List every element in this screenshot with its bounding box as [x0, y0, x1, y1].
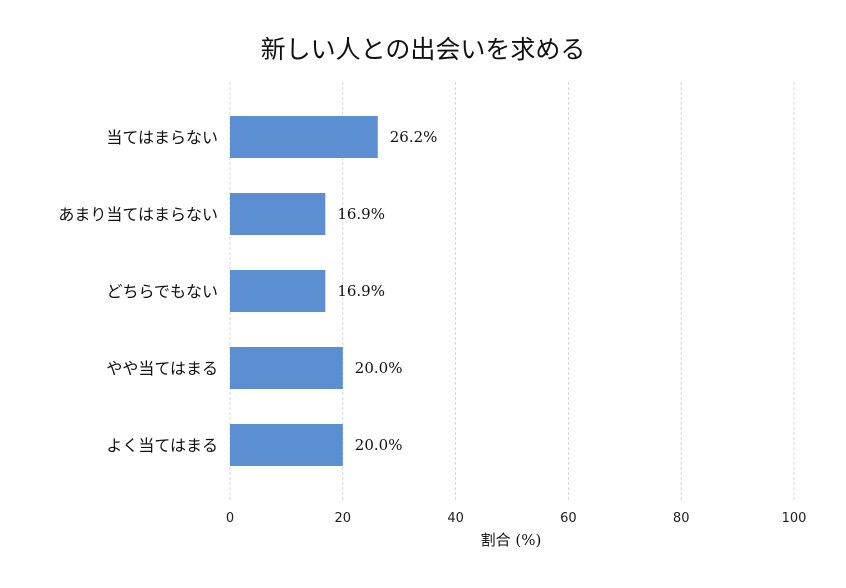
- x-tick-label-40: 40: [447, 511, 464, 526]
- category-label-2: あまり当てはまらない: [58, 205, 218, 224]
- category-label-4: やや当てはまる: [106, 359, 218, 378]
- bar-2: [230, 193, 326, 235]
- value-label-1: 26.2%: [390, 128, 438, 146]
- category-label-1: 当てはまらない: [106, 128, 218, 147]
- x-tick-label-100: 100: [782, 511, 807, 526]
- chart-title: 新しい人との出会いを求める: [260, 35, 586, 64]
- bar-3: [230, 270, 326, 312]
- value-label-5: 20.0%: [355, 436, 403, 454]
- bars: [230, 116, 378, 466]
- bar-1: [230, 116, 378, 158]
- value-label-2: 16.9%: [337, 205, 385, 223]
- x-tick-label-0: 0: [226, 511, 234, 526]
- value-labels: 26.2% 16.9% 16.9% 20.0% 20.0%: [337, 128, 437, 454]
- bar-4: [230, 347, 343, 389]
- x-tick-label-60: 60: [560, 511, 577, 526]
- bar-5: [230, 424, 343, 466]
- category-label-3: どちらでもない: [106, 282, 218, 301]
- x-tick-label-80: 80: [673, 511, 690, 526]
- value-label-4: 20.0%: [355, 359, 403, 377]
- value-label-3: 16.9%: [337, 282, 385, 300]
- category-label-5: よく当てはまる: [106, 436, 218, 455]
- x-tick-label-20: 20: [335, 511, 352, 526]
- x-axis-label: 割合 (%): [481, 531, 542, 549]
- x-tick-labels: 0 20 40 60 80 100: [226, 511, 807, 526]
